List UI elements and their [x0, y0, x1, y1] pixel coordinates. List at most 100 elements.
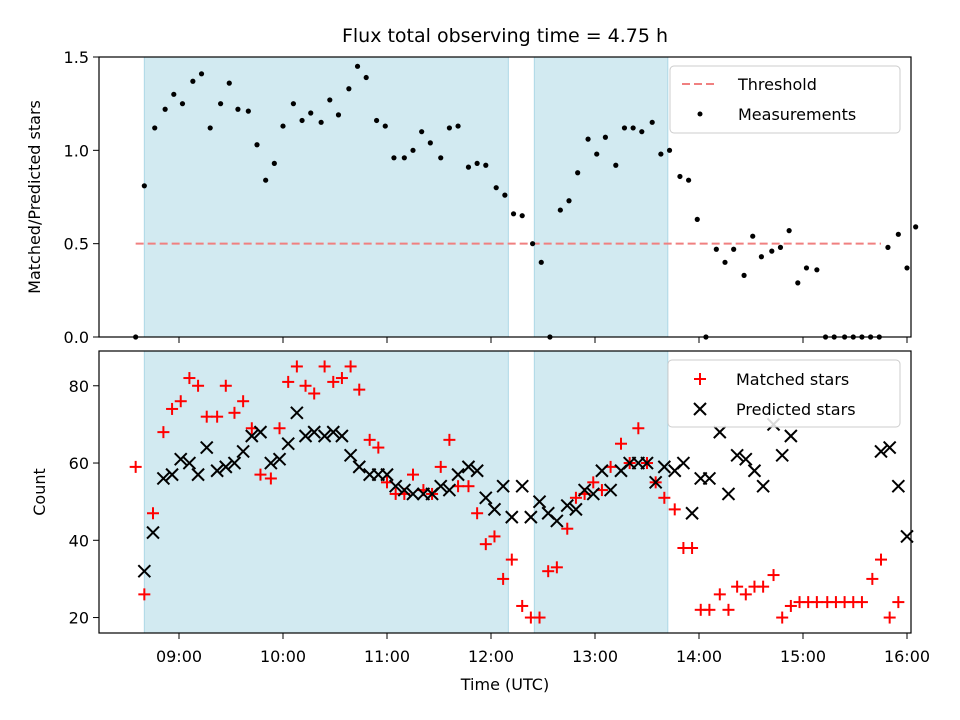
predicted-star-point [739, 452, 753, 466]
matched-star-point [192, 379, 205, 392]
matched-star-point [488, 530, 501, 543]
measurement-point [731, 246, 737, 252]
top-axes-frame [98, 56, 912, 338]
bottom-xtick-label: 13:00 [572, 647, 618, 666]
matched-star-point [264, 472, 277, 485]
top-ytick-label: 1.0 [64, 141, 89, 160]
top-x-ticks [178, 337, 908, 343]
measurement-point [613, 162, 619, 168]
measurement-point [904, 265, 910, 271]
measurement-point [299, 117, 305, 124]
predicted-star-point [298, 429, 313, 443]
predicted-star-point [775, 448, 789, 463]
predicted-star-point [550, 514, 564, 528]
predicted-star-point [747, 464, 762, 478]
measurement-point [639, 129, 645, 135]
measurement-point [446, 125, 452, 131]
top-shaded-interval [143, 56, 509, 338]
predicted-star-point [676, 456, 691, 470]
bottom-xtick-label: 11:00 [364, 647, 410, 666]
matched-star-point [200, 410, 213, 423]
matched-star-point [363, 433, 376, 446]
predicted-star-point [505, 510, 519, 524]
matched-star-point [443, 433, 456, 446]
matched-star-point [335, 372, 348, 385]
measurement-point [814, 267, 820, 273]
measurement-point [530, 241, 536, 247]
matched-star-point [166, 402, 179, 415]
bottom-shaded-interval [143, 350, 509, 634]
predicted-star-point [640, 456, 654, 470]
matched-star-point [434, 460, 447, 473]
predicted-star-point [165, 467, 179, 482]
measurement-point [621, 125, 628, 131]
measurement-point [885, 244, 891, 250]
matched-star-point [533, 611, 546, 624]
matched-star-point [290, 360, 303, 373]
matched-star-point [211, 410, 224, 423]
measurement-point [566, 198, 572, 204]
predicted-star-point [685, 506, 699, 520]
predicted-star-point [335, 429, 349, 443]
measurement-point [649, 119, 655, 125]
predicted-star-point [603, 483, 618, 497]
measurement-point [686, 177, 692, 183]
matched-star-point [757, 580, 770, 593]
bottom-xtick-label: 09:00 [156, 647, 202, 666]
measurement-point [190, 78, 196, 84]
predicted-star-point [245, 429, 259, 443]
top-ylabel: Matched/Predicted stars [25, 100, 44, 294]
bottom-xtick-label: 10:00 [260, 647, 306, 666]
matched-star-point [282, 375, 295, 388]
top-panel: 0.0 0.5 1.0 1.5 Matched/Predicted stars Thr… [25, 48, 919, 347]
predicted-star-point [272, 452, 287, 466]
bottom-xlabel: Time (UTC) [460, 675, 549, 694]
top-y-ticks: 0.0 0.5 1.0 1.5 [64, 48, 99, 347]
predicted-star-point [307, 425, 321, 439]
predicted-star-point [227, 456, 242, 470]
measurement-point [538, 259, 544, 265]
predicted-star-point [326, 425, 340, 439]
predicted-star-point [236, 444, 250, 459]
top-ytick-label: 0.5 [64, 235, 89, 254]
predicted-star-point [532, 494, 547, 509]
bottom-ytick-label: 40 [69, 531, 89, 550]
predicted-star-point [146, 525, 160, 540]
matched-star-point [542, 565, 555, 578]
measurement-point [382, 123, 388, 129]
measurement-point [162, 106, 168, 112]
measurement-point [335, 112, 342, 118]
predicted-star-point [524, 510, 538, 524]
predicted-star-point [442, 483, 457, 497]
measurement-point [391, 155, 397, 161]
matched-star-point [731, 580, 744, 593]
measurement-point [410, 147, 416, 153]
legend-threshold-label: Threshold [737, 75, 817, 94]
predicted-star-point [730, 448, 744, 463]
measurement-point [271, 160, 277, 166]
matched-star-point [505, 553, 518, 566]
matched-star-point [587, 476, 600, 489]
matched-star-point [129, 460, 142, 473]
predicted-star-point [290, 406, 304, 420]
legend-measurements-label: Measurements [738, 105, 856, 124]
measurement-point [308, 110, 314, 116]
measurement-point [455, 123, 461, 129]
measurement-point [750, 233, 756, 239]
predicted-star-point [451, 467, 465, 482]
top-ytick-label: 0.0 [64, 328, 89, 347]
measurement-point [519, 213, 525, 219]
predicted-star-point [219, 460, 233, 474]
measurement-point [630, 125, 636, 131]
predicted-star-point [756, 479, 770, 493]
matched-star-point [561, 522, 574, 535]
matched-star-point [318, 360, 331, 373]
predicted-star-point [569, 502, 583, 517]
predicted-star-point [156, 471, 171, 486]
matched-star-point [147, 507, 159, 520]
measurement-point [677, 173, 683, 180]
predicted-star-point [397, 483, 412, 497]
predicted-star-point [137, 564, 152, 578]
predicted-star-point [388, 479, 403, 493]
chart-title: Flux total observing time = 4.75 h [342, 25, 668, 47]
